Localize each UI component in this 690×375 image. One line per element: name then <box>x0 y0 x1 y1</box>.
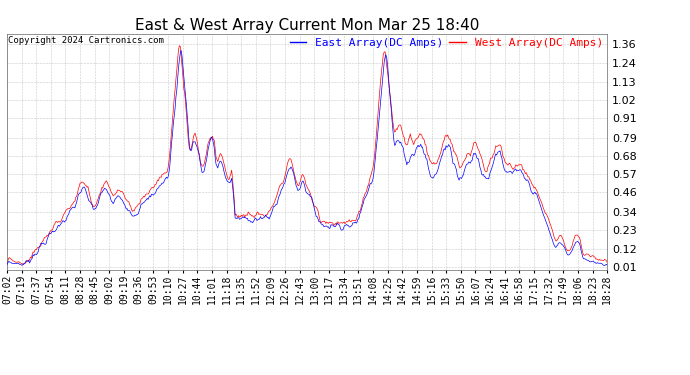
Text: Copyright 2024 Cartronics.com: Copyright 2024 Cartronics.com <box>8 36 164 45</box>
Legend: East Array(DC Amps), West Array(DC Amps): East Array(DC Amps), West Array(DC Amps) <box>285 34 607 53</box>
Title: East & West Array Current Mon Mar 25 18:40: East & West Array Current Mon Mar 25 18:… <box>135 18 480 33</box>
